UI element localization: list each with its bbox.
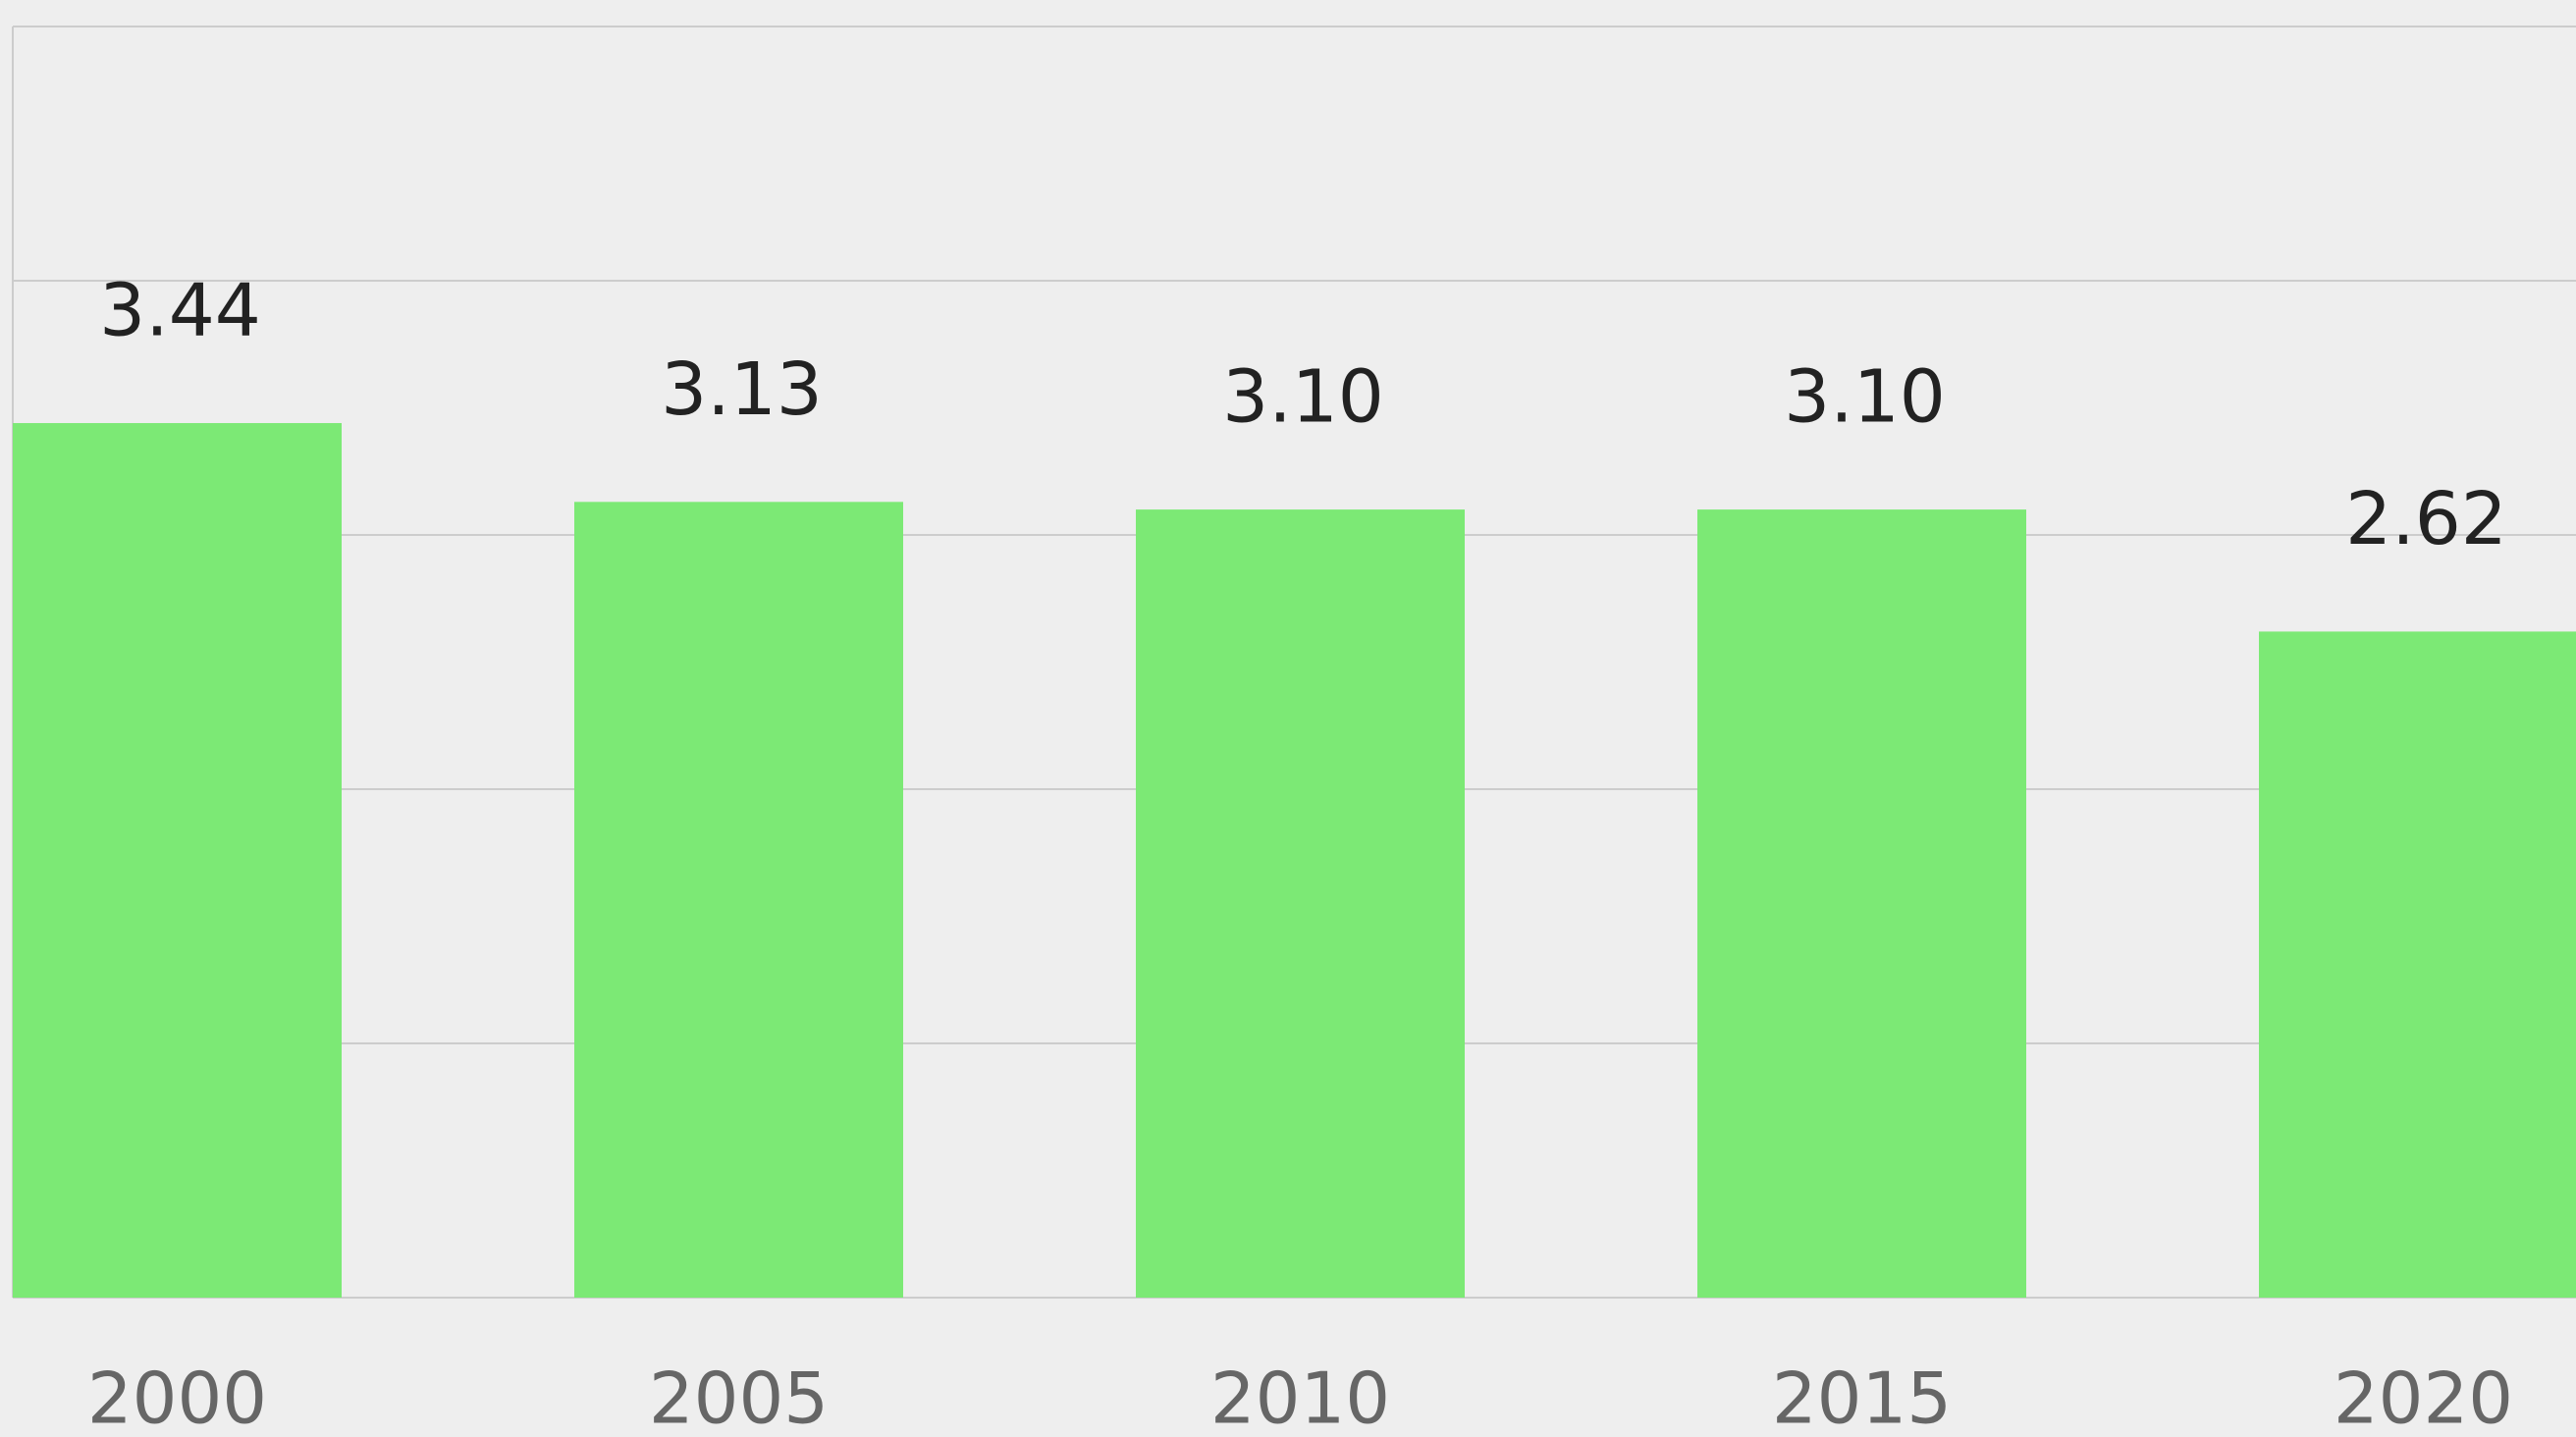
value-label: 3.44	[99, 269, 261, 353]
value-label: 3.10	[1784, 355, 1946, 440]
value-label: 3.10	[1222, 355, 1384, 440]
bar	[574, 502, 903, 1299]
bar	[1697, 509, 2026, 1298]
value-label: 3.13	[661, 347, 823, 432]
x-tick-label: 2000	[87, 1357, 267, 1437]
x-tick-label: 2020	[2334, 1357, 2513, 1437]
bar	[13, 423, 342, 1298]
x-tick-label: 2005	[649, 1357, 829, 1437]
x-tick-label: 2010	[1210, 1357, 1390, 1437]
value-label: 2.62	[2345, 477, 2507, 561]
x-tick-label: 2015	[1772, 1357, 1952, 1437]
bar	[2259, 631, 2576, 1298]
bar	[1136, 509, 1465, 1298]
